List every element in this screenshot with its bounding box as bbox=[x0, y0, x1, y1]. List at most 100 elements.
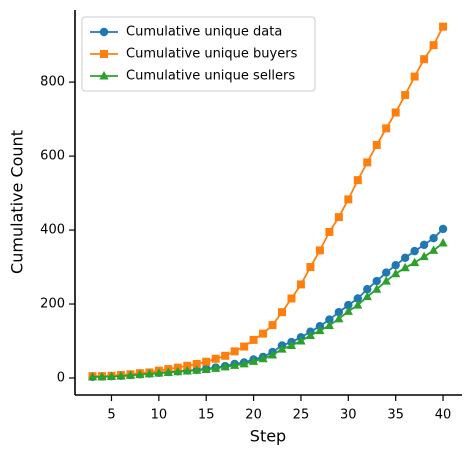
data-point bbox=[296, 336, 306, 345]
legend-marker bbox=[99, 27, 109, 37]
data-point bbox=[419, 240, 429, 250]
y-tick-label: 400 bbox=[40, 223, 65, 238]
series-line bbox=[92, 228, 444, 378]
data-point bbox=[268, 321, 277, 330]
data-point bbox=[363, 158, 372, 167]
data-point bbox=[353, 294, 362, 303]
data-point bbox=[400, 253, 410, 262]
data-point bbox=[382, 268, 391, 277]
data-point bbox=[325, 227, 334, 236]
data-point bbox=[334, 213, 343, 222]
data-point bbox=[391, 260, 400, 270]
data-point bbox=[277, 344, 287, 353]
legend-label: Cumulative unique sellers bbox=[126, 69, 295, 84]
data-point bbox=[334, 307, 344, 317]
y-tick-label: 200 bbox=[40, 297, 65, 312]
data-point bbox=[239, 358, 249, 368]
x-tick-label: 25 bbox=[293, 408, 310, 423]
data-point bbox=[372, 140, 381, 149]
data-point bbox=[144, 368, 154, 378]
x-tick-label: 35 bbox=[387, 408, 404, 423]
x-tick-label: 15 bbox=[198, 408, 215, 423]
y-tick-label: 600 bbox=[40, 149, 65, 164]
data-point bbox=[343, 306, 353, 315]
data-point bbox=[230, 360, 240, 369]
data-point bbox=[315, 246, 324, 255]
data-point bbox=[344, 195, 353, 204]
data-point bbox=[248, 356, 259, 365]
data-point bbox=[249, 335, 258, 344]
data-point bbox=[97, 371, 107, 381]
data-point bbox=[391, 108, 400, 117]
data-point bbox=[230, 347, 239, 356]
data-point bbox=[428, 245, 439, 254]
data-point bbox=[258, 353, 268, 363]
legend-label: Cumulative unique data bbox=[126, 25, 282, 40]
x-tick-label: 30 bbox=[340, 408, 357, 423]
data-point bbox=[173, 366, 183, 376]
data-point bbox=[381, 276, 391, 285]
data-point bbox=[353, 300, 363, 309]
data-point bbox=[183, 361, 192, 370]
legend-marker bbox=[100, 50, 108, 58]
data-point bbox=[192, 365, 202, 374]
y-axis-label: Cumulative Count bbox=[8, 130, 27, 274]
legend: Cumulative unique data Cumulative unique … bbox=[81, 16, 316, 92]
y-tick-label: 0 bbox=[57, 370, 65, 385]
data-point bbox=[259, 329, 268, 338]
x-tick-label: 40 bbox=[435, 408, 452, 423]
data-point bbox=[325, 315, 334, 324]
data-point bbox=[287, 294, 296, 303]
data-point bbox=[87, 371, 98, 381]
data-point bbox=[211, 354, 220, 363]
data-point bbox=[334, 313, 344, 323]
data-point bbox=[306, 263, 315, 272]
data-point bbox=[116, 371, 126, 380]
x-tick-label: 10 bbox=[151, 408, 168, 423]
data-point bbox=[410, 246, 419, 256]
legend-marker bbox=[99, 71, 109, 80]
data-point bbox=[400, 262, 410, 272]
data-point bbox=[315, 325, 325, 335]
data-point bbox=[372, 276, 381, 286]
data-point bbox=[438, 224, 448, 234]
data-point bbox=[182, 365, 192, 375]
data-point bbox=[429, 41, 438, 50]
data-point bbox=[135, 369, 145, 379]
data-point bbox=[267, 350, 278, 359]
data-point bbox=[221, 351, 230, 360]
data-point bbox=[410, 257, 420, 267]
data-point bbox=[240, 342, 249, 351]
data-point bbox=[438, 237, 448, 247]
data-point bbox=[201, 364, 211, 373]
data-point bbox=[429, 233, 438, 243]
data-point bbox=[391, 268, 401, 278]
x-tick-label: 20 bbox=[245, 408, 262, 423]
data-point bbox=[202, 357, 211, 366]
data-point bbox=[372, 284, 382, 293]
data-point bbox=[163, 367, 173, 376]
legend-frame bbox=[81, 16, 316, 92]
data-point bbox=[353, 176, 362, 185]
data-point bbox=[106, 371, 117, 381]
y-tick-label: 800 bbox=[40, 75, 65, 90]
data-point bbox=[125, 370, 136, 379]
data-point bbox=[420, 55, 429, 64]
data-point bbox=[211, 363, 221, 372]
data-point bbox=[324, 320, 334, 329]
data-point bbox=[286, 340, 297, 349]
data-point bbox=[305, 330, 316, 339]
series-line bbox=[92, 242, 444, 378]
data-point bbox=[382, 124, 391, 133]
data-point bbox=[154, 368, 164, 377]
x-axis-label: Step bbox=[250, 427, 286, 446]
data-point bbox=[401, 91, 410, 100]
data-point bbox=[278, 308, 286, 317]
data-point bbox=[296, 280, 305, 289]
data-point bbox=[220, 361, 230, 371]
x-tick-label: 5 bbox=[107, 408, 115, 423]
data-point bbox=[192, 359, 201, 368]
data-point bbox=[362, 291, 372, 301]
data-point bbox=[410, 72, 419, 81]
